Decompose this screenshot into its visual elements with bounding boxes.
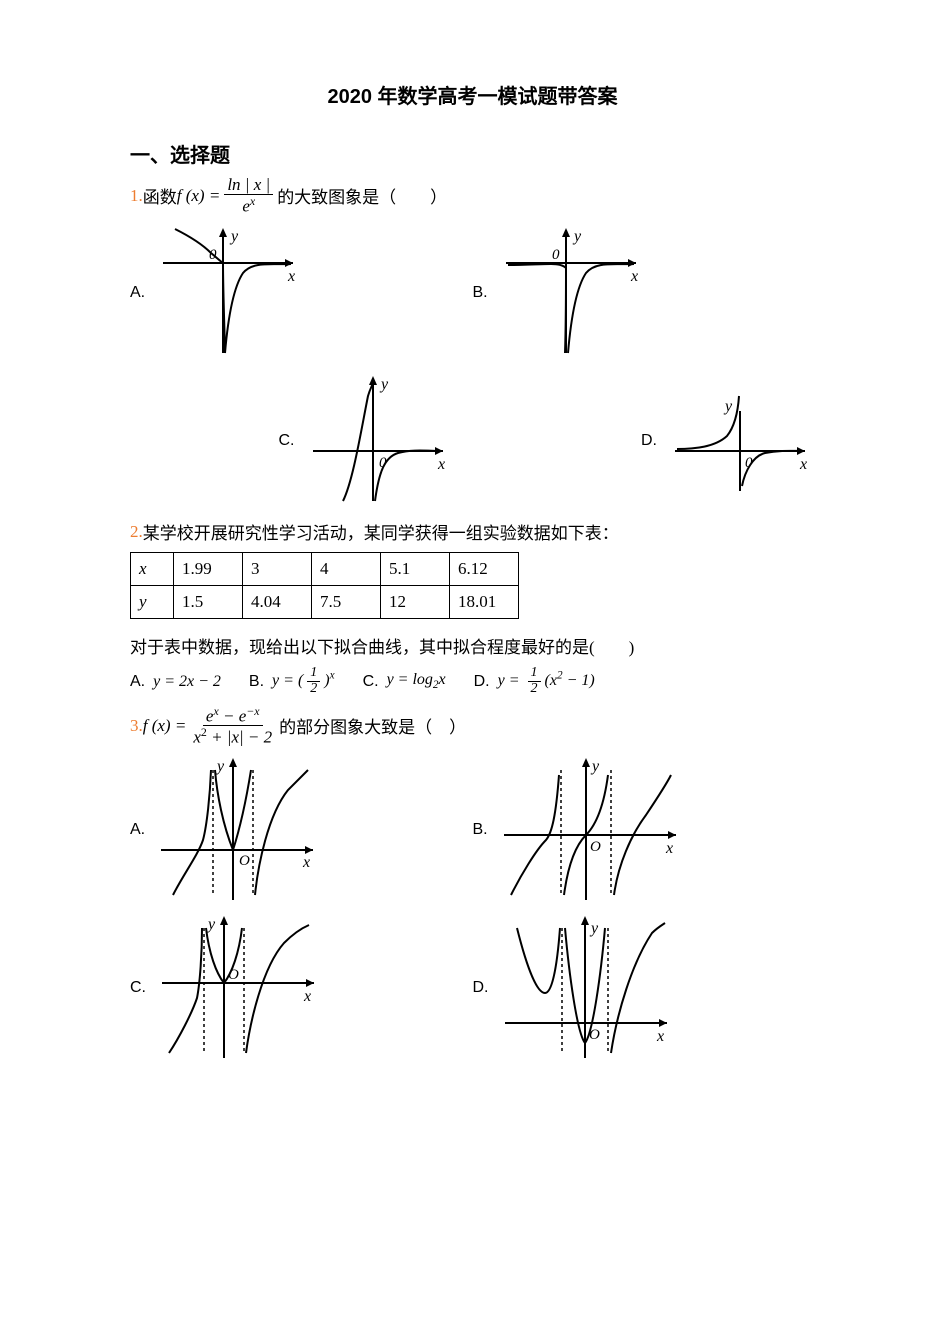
q3-graph-b: x y O (496, 755, 686, 905)
svg-text:y: y (206, 916, 216, 933)
q1-num: 1. (130, 186, 143, 206)
table-cell: 12 (381, 586, 450, 619)
q2-opt-d: D. y = 12(x2 − 1) (474, 666, 595, 696)
q3-opt-d: D. x y O (473, 913, 816, 1063)
q2-text1: 某学校开展研究性学习活动，某同学获得一组实验数据如下表： (143, 519, 619, 544)
q1-frac-num: ln | x | (224, 176, 273, 195)
q3-graph-d: x y O (497, 913, 677, 1063)
q2-c-eq: y = log2x (387, 671, 446, 691)
svg-text:y: y (229, 228, 239, 245)
svg-text:x: x (302, 854, 310, 871)
table-cell: 5.1 (381, 553, 450, 586)
svg-text:x: x (799, 456, 807, 473)
q3-post: 的部分图象大致是（ ） (279, 713, 466, 738)
table-cell: 3 (243, 553, 312, 586)
q3-graph-a: x y O (153, 755, 323, 905)
question-1: 1. 函数 f (x) = ln | x | ex 的大致图象是（ ） (130, 176, 815, 215)
q1-opt-d: D. x y 0 (493, 381, 816, 501)
q2-table-row2: y 1.5 4.04 7.5 12 18.01 (131, 586, 519, 619)
page: 2020 年数学高考一模试题带答案 一、选择题 1. 函数 f (x) = ln… (0, 0, 945, 1111)
table-cell: 1.99 (174, 553, 243, 586)
table-cell: 4 (312, 553, 381, 586)
svg-text:x: x (437, 456, 445, 473)
q1-post: 的大致图象是（ ） (277, 183, 447, 208)
q1-graph-c: x y 0 (303, 371, 453, 511)
q2-opt-a: A. y = 2x − 2 (130, 673, 221, 691)
q2-d-eq: y = 12(x2 − 1) (498, 666, 595, 696)
q1-graph-d: x y 0 (665, 381, 815, 501)
q3-frac-num: ex − e−x (203, 705, 263, 727)
table-cell: 1.5 (174, 586, 243, 619)
svg-text:x: x (656, 1028, 664, 1045)
svg-text:x: x (303, 988, 311, 1005)
q2-opt-b: B. y = (12)x (249, 666, 335, 696)
svg-text:x: x (287, 268, 295, 285)
q3-graph-c: x y O (154, 913, 324, 1063)
q2-options: A. y = 2x − 2 B. y = (12)x C. y = log2x … (130, 666, 815, 696)
q1-frac: ln | x | ex (224, 176, 273, 215)
q3-opt-b: B. x y O (473, 755, 816, 905)
question-2: 2. 某学校开展研究性学习活动，某同学获得一组实验数据如下表： (130, 519, 815, 544)
q3-options-row2: C. x y O D. (130, 913, 815, 1063)
section-heading: 一、选择题 (130, 139, 815, 168)
page-title: 2020 年数学高考一模试题带答案 (130, 80, 815, 109)
q2-b-eq: y = (12)x (272, 666, 335, 696)
q3-frac-den: x2 + |x| − 2 (190, 726, 275, 747)
q2-text2: 对于表中数据，现给出以下拟合曲线，其中拟合程度最好的是( ) (130, 633, 815, 658)
svg-text:x: x (630, 268, 638, 285)
q1-opt-c: C. x y 0 (130, 371, 493, 511)
svg-text:0: 0 (552, 247, 560, 263)
q3-opt-c: C. x y O (130, 913, 473, 1063)
q3-fx: f (x) = (143, 716, 187, 736)
q1-frac-den: ex (239, 195, 258, 216)
q3-opt-a: A. x y O (130, 755, 473, 905)
q3-frac: ex − e−x x2 + |x| − 2 (190, 705, 275, 747)
svg-text:y: y (379, 376, 389, 393)
q1-options-row1: A. x y 0 B. (130, 223, 815, 363)
q1-options-row2: C. x y 0 D. x y (130, 371, 815, 511)
svg-text:y: y (590, 758, 600, 775)
q2-opt-c: C. y = log2x (363, 671, 446, 691)
q2-table-row1: x 1.99 3 4 5.1 6.12 (131, 553, 519, 586)
table-cell: 18.01 (450, 586, 519, 619)
svg-text:y: y (572, 228, 582, 245)
q1-fx: f (x) = (177, 186, 221, 206)
svg-text:y: y (215, 758, 225, 775)
q1-graph-b: x y 0 (496, 223, 646, 363)
table-cell: x (131, 553, 174, 586)
question-3: 3. f (x) = ex − e−x x2 + |x| − 2 的部分图象大致… (130, 705, 815, 747)
q2-table: x 1.99 3 4 5.1 6.12 y 1.5 4.04 7.5 12 18… (130, 552, 519, 619)
table-cell: 4.04 (243, 586, 312, 619)
q1-pre: 函数 (143, 183, 177, 208)
q1-graph-a: x y 0 (153, 223, 303, 363)
svg-text:x: x (665, 840, 673, 857)
q3-num: 3. (130, 716, 143, 736)
svg-text:y: y (589, 920, 599, 937)
q1-opt-b: B. x y 0 (473, 223, 816, 363)
svg-text:O: O (239, 853, 250, 869)
q2-num: 2. (130, 522, 143, 542)
table-cell: 7.5 (312, 586, 381, 619)
table-cell: 6.12 (450, 553, 519, 586)
table-cell: y (131, 586, 174, 619)
q3-options-row1: A. x y O B. (130, 755, 815, 905)
svg-text:y: y (723, 398, 733, 415)
q1-opt-a: A. x y 0 (130, 223, 473, 363)
svg-text:O: O (590, 839, 601, 855)
